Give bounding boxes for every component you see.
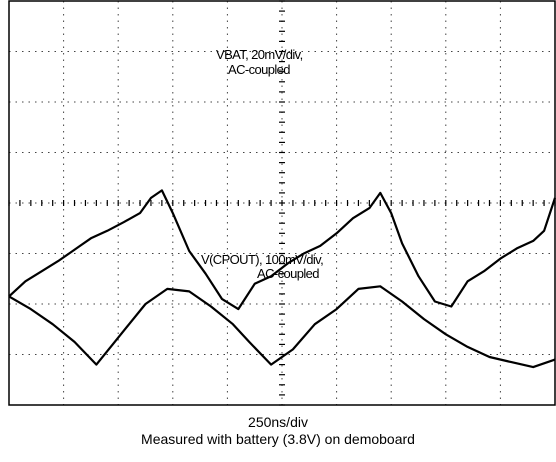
cpout-label-line2: AC-coupled: [257, 266, 319, 281]
timebase-caption: 250ns/div: [248, 414, 308, 430]
cpout-label-line1: V(CPOUT), 100mV/div,: [201, 252, 323, 267]
scope-traces: [8, 189, 556, 369]
measurement-caption: Measured with battery (3.8V) on demoboar…: [141, 431, 415, 447]
scope-frame: [8, 0, 556, 406]
vbat-label-line1: VBAT, 20mV/div,: [216, 47, 303, 62]
scope-grid: [8, 0, 556, 406]
vbat-label-line2: AC-coupled: [228, 62, 290, 77]
cpout-trace: [8, 285, 556, 369]
oscilloscope-plot: VBAT, 20mV/div, AC-coupled V(CPOUT), 100…: [8, 0, 556, 406]
vbat-trace: [8, 189, 556, 311]
